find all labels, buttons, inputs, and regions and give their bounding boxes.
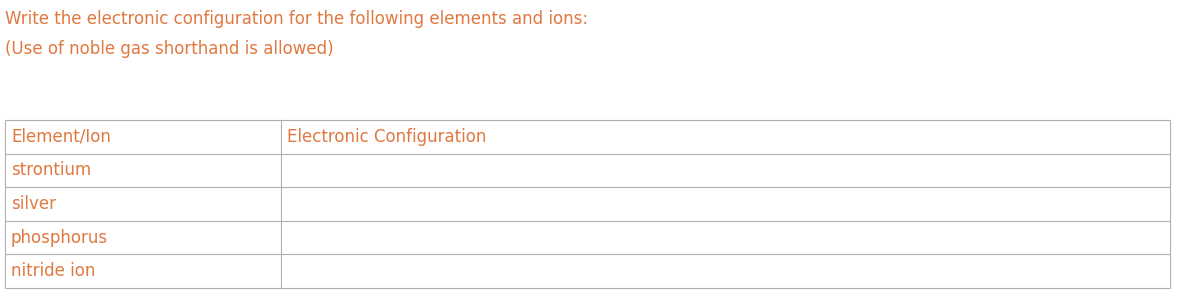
Text: (Use of noble gas shorthand is allowed): (Use of noble gas shorthand is allowed) [5, 40, 334, 58]
Bar [5, 120, 1170, 288]
Text: nitride ion: nitride ion [11, 262, 95, 280]
Text: Element/Ion: Element/Ion [11, 128, 111, 146]
Text: Electronic Configuration: Electronic Configuration [288, 128, 487, 146]
Text: strontium: strontium [11, 161, 91, 179]
Text: silver: silver [11, 195, 55, 213]
Text: phosphorus: phosphorus [11, 229, 108, 247]
Text: Write the electronic configuration for the following elements and ions:: Write the electronic configuration for t… [5, 10, 588, 28]
